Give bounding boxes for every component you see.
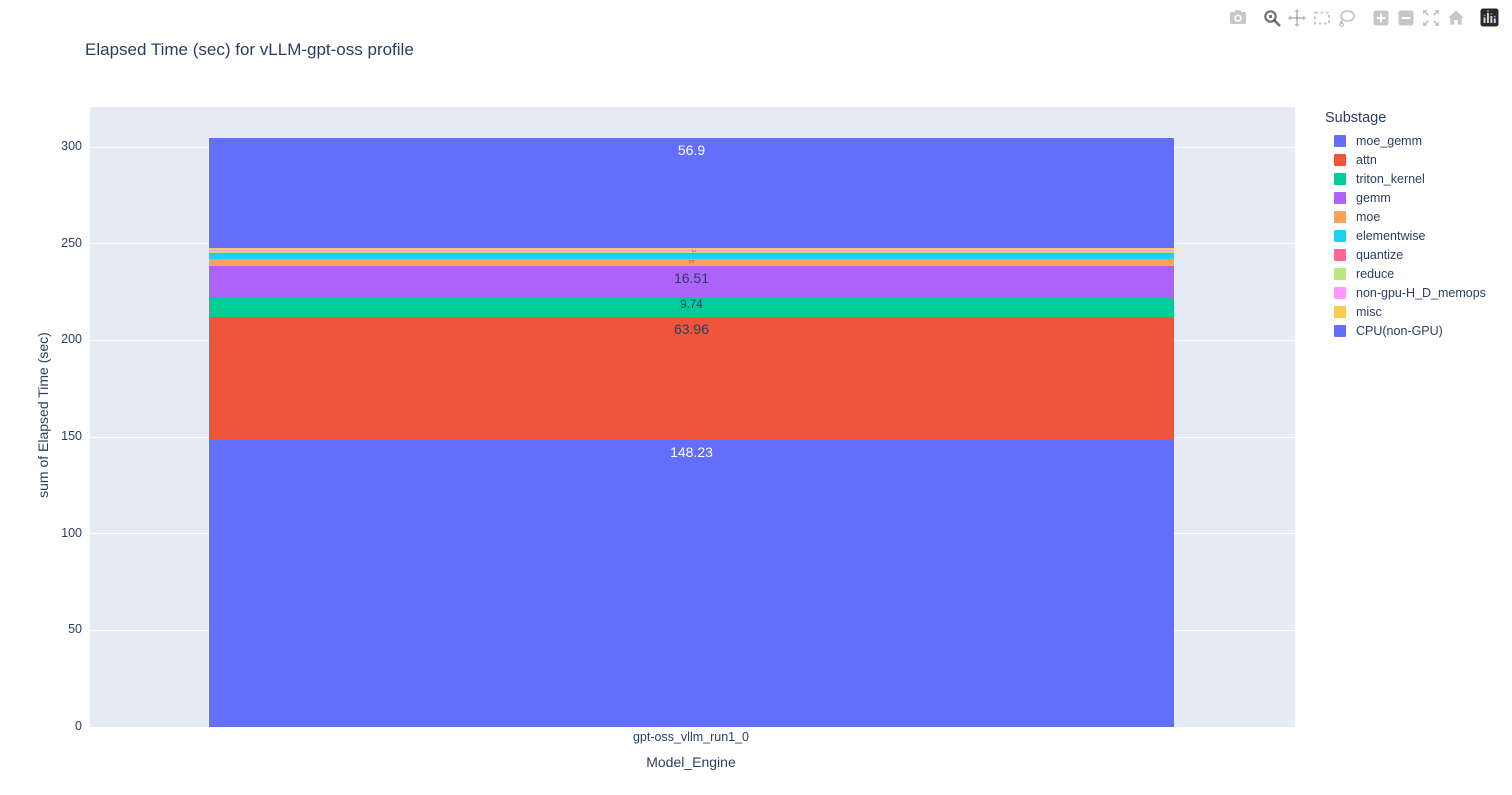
x-tick-label: gpt-oss_vllm_run1_0 — [632, 730, 750, 744]
legend-item-reduce[interactable]: reduce — [1325, 264, 1486, 283]
legend-swatch-icon — [1334, 172, 1346, 185]
modebar-group — [1477, 6, 1502, 29]
bar-segment-moe[interactable]: 3.8 — [209, 258, 1174, 266]
legend-swatch-icon — [1334, 324, 1346, 337]
bar-segment-gemm[interactable]: 16.51 — [209, 266, 1174, 298]
legend-item-moe_gemm[interactable]: moe_gemm — [1325, 131, 1486, 150]
bar-value-label: 3.8 — [688, 259, 695, 265]
plot-area[interactable]: 148.23 63.96 9.74 16.51 3.8 1.1 56.9 — [90, 107, 1295, 727]
legend-item-misc[interactable]: misc — [1325, 302, 1486, 321]
legend-item-label: reduce — [1356, 266, 1395, 281]
zoom-in-icon[interactable] — [1368, 6, 1393, 29]
legend-item-label: misc — [1356, 304, 1382, 319]
lasso-select-icon[interactable] — [1334, 6, 1359, 29]
legend-item-label: gemm — [1356, 190, 1391, 205]
modebar-group — [1259, 6, 1359, 29]
zoom-icon[interactable] — [1259, 6, 1284, 29]
legend-swatch-icon — [1334, 286, 1346, 299]
legend-item-label: non-gpu-H_D_memops — [1356, 285, 1486, 300]
legend-item-elementwise[interactable]: elementwise — [1325, 226, 1486, 245]
legend-swatch-icon — [1334, 248, 1346, 261]
legend-item-label: elementwise — [1356, 228, 1426, 243]
legend-item-gemm[interactable]: gemm — [1325, 188, 1486, 207]
legend-item-non-gpu-H_D_memops[interactable]: non-gpu-H_D_memops — [1325, 283, 1486, 302]
legend-swatch-icon — [1334, 134, 1346, 147]
modebar — [1216, 6, 1502, 29]
bar-segment-CPU(non-GPU)[interactable]: 148.23 — [209, 440, 1174, 727]
legend-item-moe[interactable]: moe — [1325, 207, 1486, 226]
bar-value-label: 9.74 — [680, 298, 703, 311]
legend-item-label: CPU(non-GPU) — [1356, 323, 1443, 338]
autoscale-icon[interactable] — [1418, 6, 1443, 29]
bar-value-label: 148.23 — [670, 444, 713, 461]
legend-swatch-icon — [1334, 210, 1346, 223]
bar-segment-elementwise[interactable] — [209, 253, 1174, 259]
bar-segment-quantize[interactable] — [209, 252, 1174, 254]
plotly-logo-icon[interactable] — [1477, 6, 1502, 29]
y-axis-title: sum of Elapsed Time (sec) — [35, 332, 51, 498]
legend-item-label: moe — [1356, 209, 1381, 224]
bar-value-label: 56.9 — [677, 142, 706, 159]
bar-segment-non-gpu-H_D_memops[interactable] — [209, 250, 1174, 251]
y-tick-label: 0 — [75, 719, 82, 733]
legend-item-CPU(non-GPU)[interactable]: CPU(non-GPU) — [1325, 321, 1486, 340]
bar-segment-misc[interactable]: 1.1 — [209, 246, 1174, 253]
bar-value-label: 16.51 — [673, 270, 710, 287]
legend-item-triton_kernel[interactable]: triton_kernel — [1325, 169, 1486, 188]
legend-title: Substage — [1325, 110, 1387, 126]
bar-value-label: 63.96 — [673, 320, 710, 337]
chart-title: Elapsed Time (sec) for vLLM-gpt-oss prof… — [85, 40, 414, 59]
legend-item-label: triton_kernel — [1356, 171, 1425, 186]
legend-swatch-icon — [1334, 229, 1346, 242]
modebar-group — [1368, 6, 1468, 29]
legend-item-label: attn — [1356, 152, 1377, 167]
bar-segment-triton_kernel[interactable]: 9.74 — [209, 297, 1174, 317]
legend-swatch-icon — [1334, 191, 1346, 204]
y-tick-label: 200 — [61, 332, 82, 347]
camera-icon[interactable] — [1225, 6, 1250, 29]
legend-swatch-icon — [1334, 153, 1346, 166]
reset-axes-icon[interactable] — [1443, 6, 1468, 29]
legend-swatch-icon — [1334, 267, 1346, 280]
legend-item-attn[interactable]: attn — [1325, 150, 1486, 169]
bar-segment-moe_gemm[interactable]: 56.9 — [209, 138, 1174, 249]
legend-item-label: quantize — [1356, 247, 1404, 262]
y-tick-label: 250 — [61, 235, 82, 250]
legend-swatch-icon — [1334, 305, 1346, 318]
y-tick-label: 300 — [61, 139, 82, 153]
bar-segment-reduce[interactable] — [209, 250, 1174, 253]
modebar-group — [1225, 6, 1250, 29]
legend-item-quantize[interactable]: quantize — [1325, 245, 1486, 264]
x-axis-title: Model_Engine — [646, 754, 736, 770]
zoom-out-icon[interactable] — [1393, 6, 1418, 29]
y-tick-label: 50 — [68, 622, 82, 637]
pan-icon[interactable] — [1284, 6, 1309, 29]
y-tick-label: 100 — [61, 525, 82, 540]
legend-item-label: moe_gemm — [1356, 133, 1422, 148]
y-tick-label: 150 — [61, 429, 82, 443]
bar-segment-attn[interactable]: 63.96 — [209, 316, 1174, 441]
box-select-icon[interactable] — [1309, 6, 1334, 29]
